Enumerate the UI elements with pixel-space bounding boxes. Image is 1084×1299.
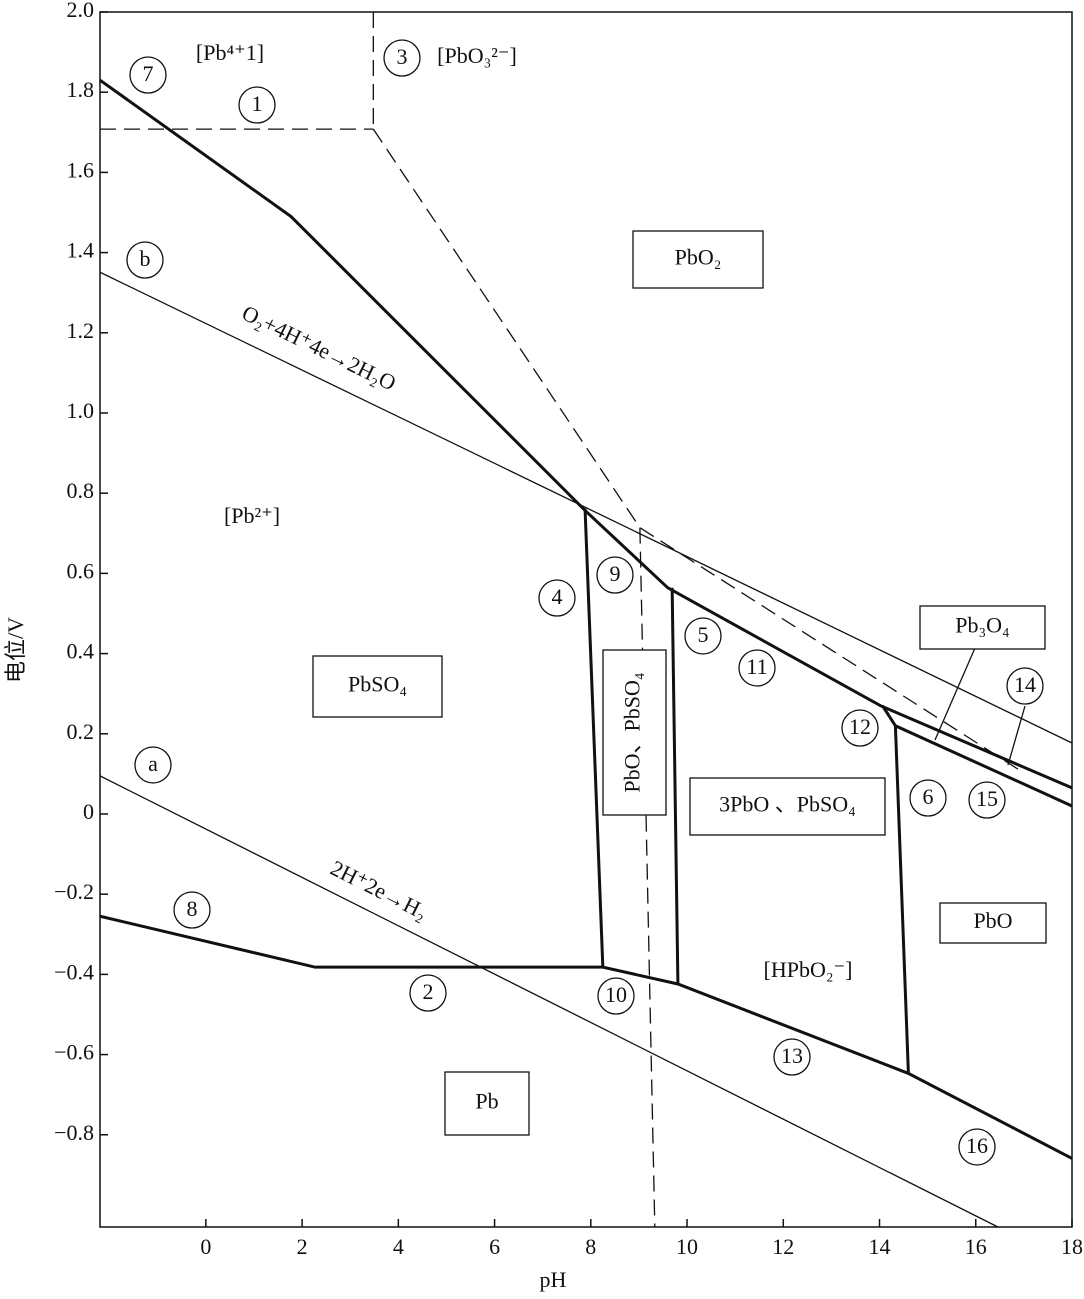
circled-label: 3: [397, 44, 408, 69]
label-circle: [409, 974, 447, 1012]
circled-label: 13: [781, 1043, 803, 1068]
circled-label: 14: [1014, 672, 1036, 697]
boundary-line: [372, 128, 1022, 772]
label-circle: [738, 649, 776, 687]
label-box: [632, 230, 764, 289]
circled-label: 15: [976, 786, 998, 811]
label-box: [689, 777, 886, 836]
label-circle: [173, 891, 211, 929]
boundary-line: [893, 725, 910, 1074]
label-box: [919, 605, 1046, 650]
region-label: Pb: [475, 1089, 498, 1114]
region-label: [HPbO₂⁻]: [764, 957, 853, 982]
circled-label: b: [140, 246, 151, 271]
label-circle: [958, 1128, 996, 1166]
region-label: [Pb²⁺]: [224, 503, 280, 528]
y-tick-label: −0.4: [54, 959, 94, 984]
circled-label: 11: [746, 654, 767, 679]
leader-line: [1007, 705, 1026, 766]
boundary-line: [639, 527, 656, 1228]
x-tick-label: 16: [965, 1234, 987, 1259]
boundary-line: [99, 78, 1073, 790]
y-tick-label: 1.6: [67, 157, 95, 182]
y-tick-label: 1.2: [67, 318, 95, 343]
y-tick-label: 0: [83, 799, 94, 824]
circled-label: 16: [966, 1133, 988, 1158]
circled-label: 12: [849, 714, 871, 739]
y-tick-label: 0.6: [67, 558, 95, 583]
x-tick-label: 10: [676, 1234, 698, 1259]
label-circle: [684, 617, 722, 655]
x-tick-label: 12: [772, 1234, 794, 1259]
boundary-line: [99, 775, 999, 1228]
boundary-line: [99, 271, 1073, 744]
boundary-line: [583, 508, 605, 968]
region-label: PbO₂: [675, 245, 722, 270]
x-tick-label: 14: [869, 1234, 891, 1259]
label-circle: [909, 779, 947, 817]
region-label: PbO、PbSO₄: [620, 672, 645, 792]
region-label: 3PbO 、PbSO₄: [719, 792, 856, 817]
circled-label: 9: [610, 561, 621, 586]
region-label: PbSO₄: [348, 672, 407, 697]
boundary-line: [881, 704, 1073, 808]
leader-line: [934, 647, 976, 741]
y-tick-label: −0.6: [54, 1040, 94, 1065]
x-tick-label: 0: [200, 1234, 211, 1259]
x-tick-label: 2: [297, 1234, 308, 1259]
x-axis-label: pH: [540, 1267, 567, 1292]
label-box: [602, 649, 667, 816]
circled-label: a: [148, 751, 158, 776]
region-label: [PbO₃²⁻]: [437, 43, 517, 68]
circled-label: 8: [187, 896, 198, 921]
label-box: [312, 655, 443, 718]
label-box: [444, 1071, 530, 1136]
y-tick-label: 1.0: [67, 398, 95, 423]
circled-label: 4: [552, 584, 563, 609]
circled-label: 6: [923, 784, 934, 809]
y-axis-label: 电位/V: [3, 617, 28, 683]
label-circle: [134, 746, 172, 784]
label-circle: [383, 39, 421, 77]
plot-frame: [99, 11, 1073, 1228]
circled-label: 5: [698, 622, 709, 647]
label-circle: [126, 241, 164, 279]
label-box: [939, 902, 1047, 944]
y-tick-label: −0.2: [54, 879, 94, 904]
y-tick-label: 1.8: [67, 77, 95, 102]
region-label: Pb₃O₄: [955, 613, 1009, 638]
label-circle: [129, 56, 167, 94]
circled-label: 1: [252, 91, 263, 116]
circled-label: 10: [605, 982, 627, 1007]
circled-label: 7: [143, 61, 154, 86]
region-label: [Pb⁴⁺1]: [196, 40, 264, 65]
y-tick-label: 1.4: [67, 238, 95, 263]
label-circle: [596, 556, 634, 594]
label-circle: [773, 1038, 811, 1076]
equation-label: O₂+4H⁺4e→2H₂O: [238, 300, 400, 395]
y-tick-label: 0.8: [67, 478, 95, 503]
y-tick-label: −0.8: [54, 1120, 94, 1145]
y-tick-label: 0.2: [67, 719, 95, 744]
x-tick-label: 4: [393, 1234, 404, 1259]
label-circle: [968, 781, 1006, 819]
label-circle: [841, 709, 879, 747]
x-tick-label: 18: [1061, 1234, 1083, 1259]
label-circle: [538, 579, 576, 617]
y-tick-label: 2.0: [67, 0, 95, 22]
label-circle: [1006, 667, 1044, 705]
circled-label: 2: [423, 979, 434, 1004]
x-tick-label: 6: [489, 1234, 500, 1259]
boundary-line: [99, 914, 1073, 1160]
label-circle: [238, 86, 276, 124]
y-tick-label: 0.4: [67, 639, 95, 664]
equation-label: 2H⁺2e→H₂: [327, 855, 432, 924]
x-tick-label: 8: [585, 1234, 596, 1259]
region-label: PbO: [973, 908, 1012, 933]
label-circle: [597, 977, 635, 1015]
boundary-line: [670, 587, 680, 985]
